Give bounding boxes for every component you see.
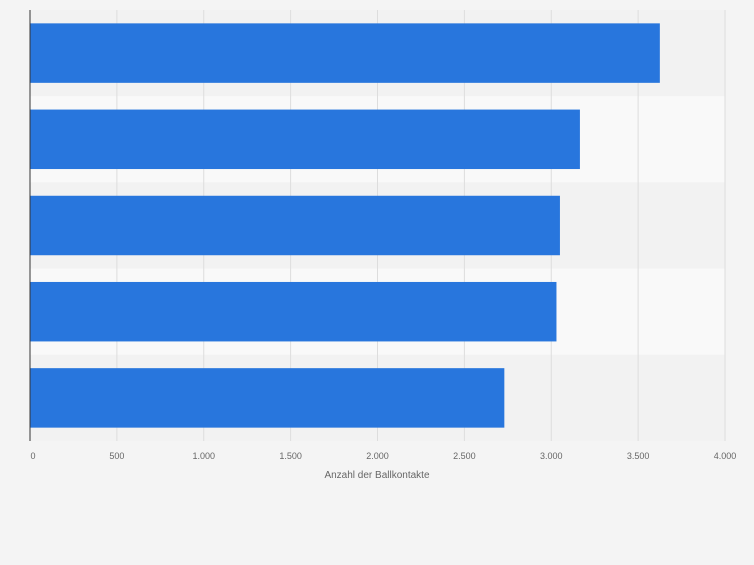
bar[interactable] bbox=[30, 195, 560, 256]
x-tick-label: 4.000 bbox=[714, 451, 737, 461]
x-tick-label: 3.500 bbox=[627, 451, 650, 461]
bar[interactable] bbox=[30, 281, 557, 342]
x-tick-label: 1.500 bbox=[279, 451, 302, 461]
x-axis-label: Anzahl der Ballkontakte bbox=[324, 470, 430, 481]
x-tick-label: 500 bbox=[109, 451, 124, 461]
bar[interactable] bbox=[30, 368, 505, 428]
x-axis-tick-labels: 0 500 1.000 1.500 2.000 2.500 3.000 3.500 4.000 bbox=[30, 451, 736, 461]
x-tick-label: 2.500 bbox=[453, 451, 476, 461]
x-tick-label: 3.000 bbox=[540, 451, 563, 461]
x-tick-label: 0 bbox=[30, 451, 35, 461]
bar[interactable] bbox=[30, 23, 660, 83]
bar[interactable] bbox=[30, 109, 580, 170]
x-tick-label: 2.000 bbox=[366, 451, 389, 461]
bars bbox=[30, 23, 660, 428]
x-tick-label: 1.000 bbox=[192, 451, 215, 461]
